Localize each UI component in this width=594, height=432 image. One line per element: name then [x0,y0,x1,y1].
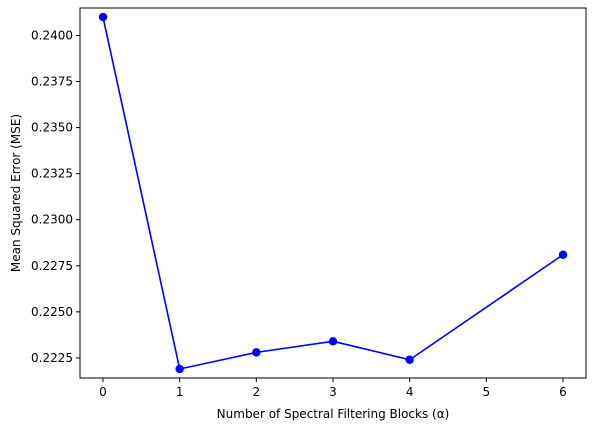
y-tick-label: 0.2275 [31,259,73,273]
y-tick-label: 0.2300 [31,213,73,227]
axis-ticks: 0 1 2 3 4 5 6 0.2225 0.2250 0.2275 0.2300 0.2325 0.2… [31,28,567,399]
y-tick-label: 0.2375 [31,75,73,89]
data-point [328,337,338,346]
x-tick-label: 1 [176,385,184,399]
data-point [405,355,414,364]
x-tick-label: 2 [253,385,261,399]
plot-area [98,12,568,374]
y-tick-label: 0.2400 [31,28,73,42]
x-axis-label: Number of Spectral Filtering Blocks (α) [217,407,450,421]
y-axis-label: Mean Squared Error (MSE) [9,114,23,272]
series-line [102,16,564,370]
plot-frame [79,7,587,379]
x-tick-label: 5 [483,385,491,399]
x-tick-label: 3 [329,385,337,399]
y-tick-label: 0.2225 [31,351,73,365]
data-point [558,250,568,259]
data-point [252,348,261,357]
data-point [175,364,184,374]
x-tick-label: 6 [559,385,567,399]
x-tick-label: 4 [406,385,414,399]
y-tick-label: 0.2250 [31,305,73,319]
y-tick-label: 0.2350 [31,121,73,135]
x-tick-label: 0 [99,385,107,399]
y-tick-label: 0.2325 [31,167,73,181]
data-point [98,12,108,22]
